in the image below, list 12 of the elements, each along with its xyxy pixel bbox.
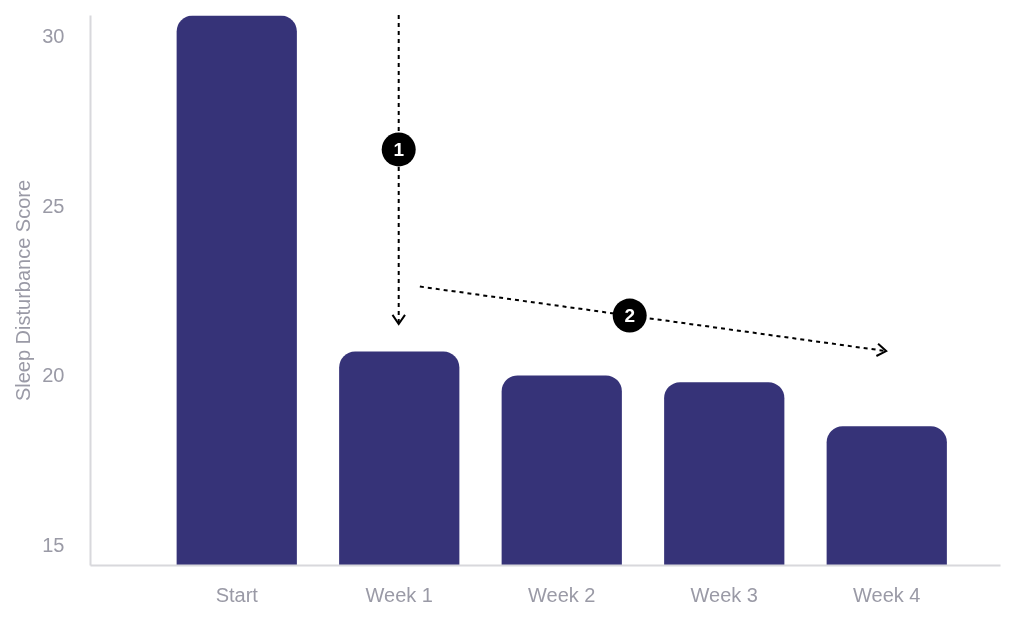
x-tick-label: Week 4 (853, 583, 921, 606)
y-axis-title: Sleep Disturbance Score (12, 179, 35, 402)
annotation: 2 (624, 305, 635, 327)
x-tick-label: Week 2 (528, 583, 596, 606)
annotation: 1 (393, 138, 405, 160)
x-tick-label: Week 3 (690, 583, 758, 606)
y-tick-label: 20 (42, 364, 65, 387)
y-tick-label: 30 (42, 24, 65, 47)
x-tick-label: Start (215, 583, 259, 606)
y-tick-label: 15 (42, 534, 65, 557)
x-tick-label: Week 1 (365, 583, 433, 606)
y-tick-label: 25 (42, 194, 65, 217)
